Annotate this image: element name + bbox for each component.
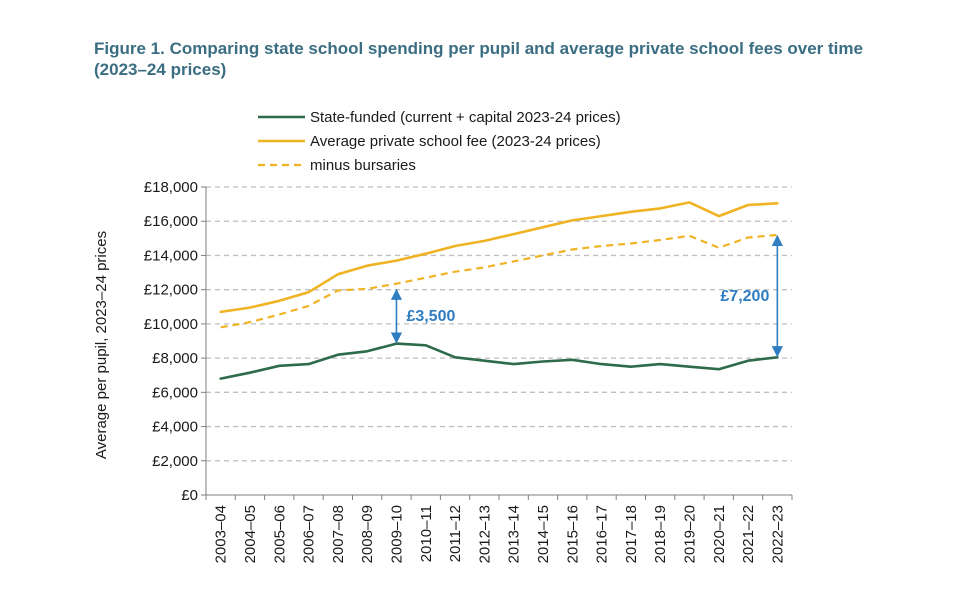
series-line-3 [220,233,778,329]
legend-label-3: minus bursaries [310,157,416,174]
y-tick-label: £6,000 [152,384,198,401]
y-tick-label: £8,000 [152,350,198,367]
x-tick-label: 2012–13 [476,505,493,563]
gap-label-1: £3,500 [406,308,455,325]
axes [201,186,793,500]
series-line-1 [219,342,779,380]
series-lines [219,201,779,380]
y-tick-label: £2,000 [152,453,198,470]
series-line-2 [219,201,779,314]
x-tick-label: 2022–23 [769,505,786,563]
x-tick-label: 2009–10 [388,505,405,563]
x-tick-label: 2015–16 [564,505,581,563]
x-tick-labels: 2003–04 2004–05 2005–06 2006–07 2007–08 2008–… [213,505,787,563]
x-tick-label: 2013–14 [506,505,523,563]
legend-label-1: State-funded (current + capital 2023-24 … [310,109,621,126]
x-tick-label: 2008–09 [359,505,376,563]
y-tick-label: £0 [181,487,198,504]
x-tick-label: 2004–05 [242,505,259,563]
x-tick-label: 2011–12 [447,505,464,562]
x-tick-label: 2020–21 [711,505,728,563]
x-tick-label: 2017–18 [623,505,640,563]
x-tick-label: 2019–20 [681,505,698,563]
legend: State-funded (current + capital 2023-24 … [258,109,621,174]
y-tick-label: £10,000 [144,316,198,333]
y-tick-label: £4,000 [152,419,198,436]
x-tick-label: 2005–06 [271,505,288,563]
y-tick-label: £12,000 [144,282,198,299]
x-tick-label: 2021–22 [740,505,757,563]
y-axis-label: Average per pupil, 2023–24 prices [93,231,110,459]
y-tick-labels: £0 £2,000 £4,000 £6,000 £8,000 £10,000 £12,000… [144,179,198,504]
x-tick-label: 2014–15 [535,505,552,563]
x-tick-label: 2018–19 [652,505,669,563]
chart-title: Figure 1. Comparing state school spendin… [94,39,863,79]
y-tick-label: £14,000 [144,247,198,264]
y-tick-label: £16,000 [144,213,198,230]
x-tick-label: 2003–04 [213,505,230,563]
x-tick-label: 2016–17 [594,505,611,563]
x-tick-label: 2010–11 [418,505,435,562]
x-tick-label: 2006–07 [301,505,318,563]
annotations: £3,500 £7,200 [390,234,783,358]
y-tick-label: £18,000 [144,179,198,196]
legend-label-2: Average private school fee (2023-24 pric… [310,133,601,150]
gap-label-2: £7,200 [720,288,769,305]
gridlines [206,186,792,462]
x-tick-label: 2007–08 [330,505,347,563]
